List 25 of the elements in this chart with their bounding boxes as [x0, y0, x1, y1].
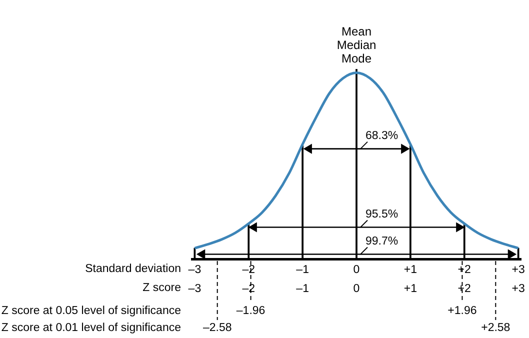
x-tick-label: +1 [404, 264, 417, 276]
x2-tick-label: +2 [458, 283, 471, 296]
text: Z score at 0.01 level of significance [1, 322, 181, 334]
x2-tick-label: –3 [188, 283, 202, 296]
x2-axis-title: Z score [142, 282, 181, 294]
x-tick-label: +3 [512, 264, 525, 276]
x-tick-label: –3 [188, 264, 202, 276]
x-tick-label: 0 [353, 264, 360, 276]
x2-tick-label: 0 [353, 283, 360, 296]
ref-line-label: +2.58 [481, 322, 510, 334]
x2-tick-label: +1 [404, 283, 417, 296]
x-axis-title: Standard deviation [85, 263, 181, 276]
series-label: 68.3% [366, 130, 398, 142]
series-label: 95.5% [366, 208, 398, 221]
ref-line-label: –1.96 [236, 305, 266, 318]
x2-tick-label: –1 [296, 283, 309, 296]
text: Z score at 0.05 level of significance [1, 305, 181, 318]
ref-line-label: +1.96 [448, 305, 477, 318]
legend-label: 99.7% [366, 236, 398, 248]
ref-line-label: –2.58 [202, 322, 232, 334]
x-tick-label: –1 [296, 264, 309, 276]
x-tick-label: +2 [458, 264, 471, 276]
text: Mean Median Mode [336, 24, 376, 66]
x2-tick-label: +3 [512, 283, 525, 296]
x-tick-label: –2 [242, 264, 256, 276]
